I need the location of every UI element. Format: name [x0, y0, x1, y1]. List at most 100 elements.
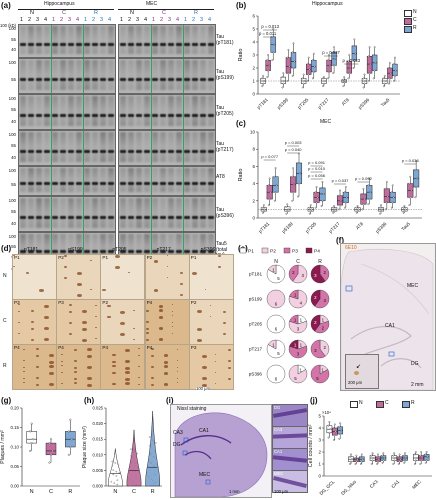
- data-point: [332, 51, 335, 54]
- data-point: [267, 204, 270, 206]
- pie-count-label: 2: [323, 270, 326, 275]
- data-point: [130, 448, 132, 451]
- data-point: [371, 459, 374, 462]
- data-point: [309, 210, 312, 212]
- blot-band: [120, 182, 126, 185]
- ihc-column-label: pT217: [156, 247, 171, 253]
- box-C: [366, 56, 373, 74]
- y-tick-label: 0.025: [93, 406, 104, 411]
- data-point: [397, 463, 400, 465]
- blot-band: [20, 43, 26, 46]
- data-point: [69, 446, 72, 448]
- pie-slice: [288, 320, 308, 334]
- blot-band: [176, 250, 182, 253]
- blot-band: [44, 182, 50, 185]
- chart-j: 0 1 2 3 4 5 Cell counts / mm² DG_GCL DG_hilus CA3…: [308, 410, 432, 496]
- blot-band: [76, 43, 82, 46]
- blot-band: [192, 114, 198, 117]
- blot-lane-number: 2: [60, 17, 64, 23]
- data-point: [338, 437, 341, 440]
- blot-band: [92, 43, 98, 46]
- blot-lane-number: 1: [152, 17, 156, 23]
- panel-j-label: (j): [310, 396, 318, 405]
- ihc-column-label: pT205: [112, 247, 127, 253]
- ihc-tile-grade: P2: [102, 300, 109, 306]
- x-tick-label: pT217: [328, 221, 341, 234]
- blot-group-N: N: [130, 10, 134, 16]
- blot-band: [136, 150, 142, 153]
- data-point: [286, 80, 289, 82]
- y-tick-label: 0.10: [10, 445, 19, 450]
- data-point: [328, 431, 331, 434]
- chart-g: 0.00 0.05 0.10 0.15 0.20 Plaques / mm² N C R: [0, 406, 80, 495]
- data-point: [302, 73, 305, 76]
- blot-band: [176, 43, 182, 46]
- blot-band: [108, 43, 114, 46]
- pie-slice: [288, 364, 308, 384]
- data-point: [261, 85, 264, 88]
- data-point: [409, 175, 412, 178]
- panel-c-label: (c): [236, 119, 246, 128]
- y-tick-label: 10: [250, 130, 256, 135]
- blot-lane-number: 2: [128, 17, 132, 23]
- blot-band: [100, 250, 106, 253]
- box-N: [412, 454, 419, 461]
- blot-lane-number: 2: [28, 17, 32, 23]
- blot-band: [144, 150, 150, 153]
- blot-band: [128, 78, 134, 81]
- data-point: [392, 463, 395, 465]
- blot-band: [36, 150, 42, 153]
- data-point: [343, 81, 346, 84]
- data-point: [381, 454, 384, 457]
- pie-count-label: 2: [323, 345, 326, 350]
- blot-band: [100, 182, 106, 185]
- data-point: [328, 421, 331, 423]
- data-point: [111, 460, 114, 463]
- pie-slice: [310, 289, 321, 307]
- data-point: [147, 485, 150, 487]
- data-point: [291, 51, 294, 54]
- blot-band: [152, 150, 158, 153]
- pie-slice: [314, 320, 330, 334]
- ihc-tile: P1: [100, 254, 146, 300]
- data-point: [362, 203, 365, 206]
- blot-mw-marker: 40: [11, 118, 16, 124]
- data-point: [404, 452, 406, 455]
- data-point: [392, 454, 395, 457]
- blot-band: [20, 150, 26, 153]
- y-tick-label: 1: [252, 79, 255, 84]
- blot-band: [192, 250, 198, 253]
- pie-count-label: 3: [323, 298, 326, 303]
- box-C: [326, 59, 332, 73]
- x-tick-label: pS396: [375, 221, 388, 234]
- blot-mw-marker: 100: [8, 26, 16, 31]
- pie-slice: [292, 264, 308, 284]
- data-point: [333, 434, 336, 437]
- data-point: [116, 479, 119, 481]
- pie-legend-swatch: [283, 247, 291, 254]
- blot-region-hippocampus: Hippocampus: [44, 1, 75, 7]
- blot-band: [144, 216, 150, 219]
- blot-band: [108, 114, 114, 117]
- blot-band: [136, 182, 142, 185]
- blot-band: [108, 216, 114, 219]
- pie-count-label: 3: [297, 327, 300, 332]
- blot-band: [152, 78, 158, 81]
- data-point: [291, 74, 294, 77]
- ihc-tile: P1: [188, 254, 234, 300]
- pie-count-label: 6: [275, 377, 278, 382]
- data-point: [360, 455, 362, 458]
- blot-lane-number: 3: [36, 17, 40, 23]
- data-point: [333, 64, 335, 67]
- blot-band: [44, 114, 50, 117]
- f-scale: 2 mm: [411, 382, 424, 388]
- blot-mw-marker: 100: [8, 96, 16, 101]
- data-point: [333, 46, 335, 49]
- pie-count-label: 2: [314, 295, 317, 300]
- data-point: [274, 167, 277, 169]
- pie-slice: [289, 314, 299, 325]
- blot-group-C: C: [162, 10, 166, 16]
- region-label-mec: MEC: [407, 283, 419, 289]
- data-point: [292, 167, 295, 169]
